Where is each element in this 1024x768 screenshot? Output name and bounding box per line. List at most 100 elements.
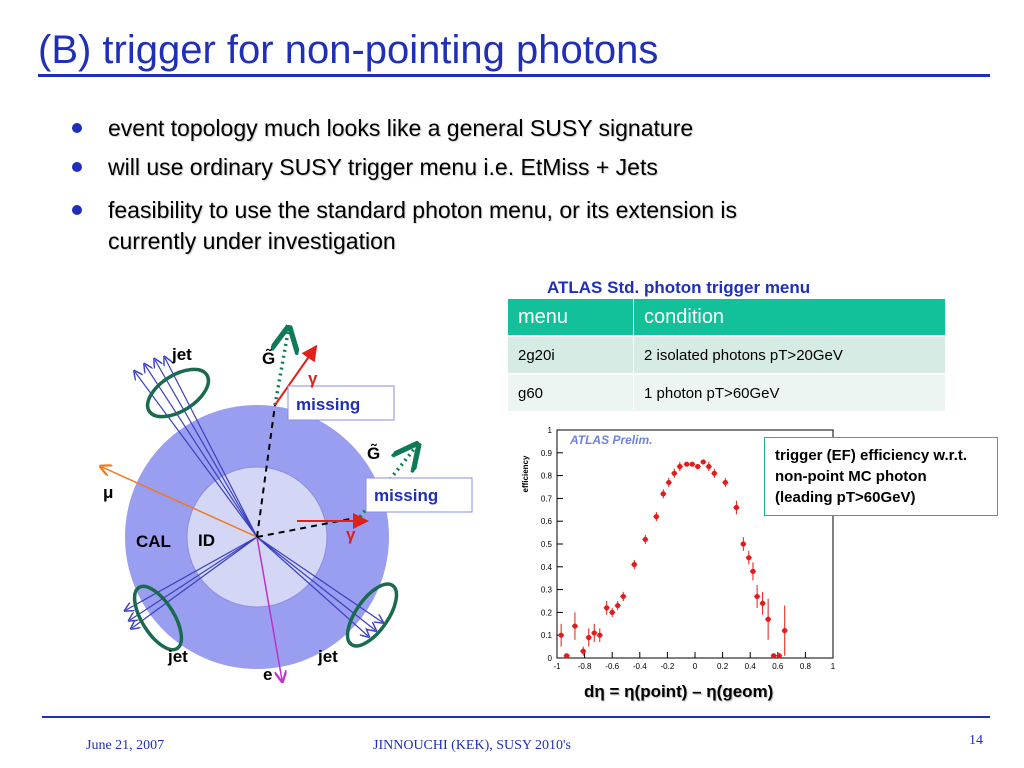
table-cell: 2g20i [508,335,634,374]
efficiency-plot: -1 -0.8 -0.6 -0.4 -0.2 0 0.2 0.4 0.6 0.8 1 0 0.1 0.2 0… [508,422,848,680]
table-row: 2g20i 2 isolated photons pT>20GeV [508,335,946,374]
data-point [746,555,752,561]
y-tick-label: 0.3 [541,586,553,595]
muon-track [102,467,258,538]
data-point [615,602,621,609]
data-point [776,653,782,659]
bullet-item: feasibility to use the standard photon m… [72,195,752,257]
data-point [620,593,626,600]
missing-box-right [365,477,473,513]
data-point [558,632,564,638]
table-header: menu [508,299,634,336]
trigger-menu-caption: ATLAS Std. photon trigger menu [547,278,811,297]
jet-top-left [135,358,258,538]
y-tick-label: 0.9 [541,449,553,458]
electron-label: e [263,665,272,684]
gluino-path-top [256,404,276,538]
bullet-dot-icon [72,205,82,215]
data-point [631,561,637,568]
data-point [760,600,766,606]
jet-cone-ellipse [345,582,399,648]
x-tick-label: -1 [553,662,561,671]
table-cell: 1 photon pT>60GeV [633,373,946,411]
jet-label: jet [171,345,192,364]
title-underline [38,74,990,77]
gamma-label: γ [346,525,356,544]
table-row: g60 1 photon pT>60GeV [508,373,946,411]
x-tick-label: -0.4 [633,662,647,671]
data-point [572,623,578,629]
bullet-text: feasibility to use the standard photon m… [108,197,738,254]
data-point [750,568,756,574]
data-point [653,514,659,520]
data-point [689,461,695,467]
data-point [771,653,777,659]
footer-author: JINNOUCHI (KEK), SUSY 2010's [373,738,572,753]
x-tick-label: -0.2 [661,662,675,671]
data-point [700,459,706,465]
y-tick-label: 0 [548,654,553,663]
x-tick-label: 1 [831,662,836,671]
data-point [586,634,592,641]
data-point [564,653,570,659]
bullet-text: will use ordinary SUSY trigger menu i.e.… [108,154,658,180]
data-point [684,461,690,467]
x-tick-label: 0 [693,662,698,671]
efficiency-note: trigger (EF) efficiency w.r.t. non-point… [764,437,998,516]
y-axis-title: efficiency [521,455,530,492]
data-point [677,463,683,470]
page-number: 14 [969,733,983,748]
y-tick-label: 0.5 [541,540,553,549]
data-point [695,463,701,470]
bullet-text: event topology much looks like a general… [108,115,694,141]
gamma-label: γ [308,369,318,388]
gluino-dotted-top [275,332,288,406]
y-tick-label: 0.6 [541,517,553,526]
data-point [591,630,597,636]
table-cell: g60 [508,373,634,411]
data-point [604,605,610,611]
data-point [660,491,666,497]
gluino-dotted-right [358,448,415,519]
plot-inset-label: ATLAS Prelim. [569,433,652,447]
data-point [754,593,760,600]
bullet-dot-icon [72,162,82,172]
data-point [597,632,603,638]
x-axis-formula: dη = η(point) – η(geom) [584,682,774,701]
data-point [782,628,788,634]
gluino-label: G̃ [367,443,380,463]
photon-track-top [274,344,318,406]
electron-track [256,536,282,680]
gluino-label: G̃ [262,348,275,368]
x-tick-label: -0.8 [578,662,592,671]
data-point [711,470,717,476]
bullet-item: will use ordinary SUSY trigger menu i.e.… [72,152,658,183]
y-tick-label: 0.4 [541,563,553,572]
table-cell: 2 isolated photons pT>20GeV [633,335,946,374]
x-tick-label: 0.4 [745,662,757,671]
data-point [722,479,728,486]
bullet-item: event topology much looks like a general… [72,113,693,144]
footer-date: June 21, 2007 [86,738,165,753]
table-header: condition [633,299,946,336]
footer-rule [42,716,990,718]
jet-cone-ellipse [145,367,211,419]
x-tick-label: -0.6 [605,662,619,671]
data-point [609,609,615,615]
data-point [740,541,746,547]
y-tick-label: 0.8 [541,472,553,481]
x-tick-label: 0.2 [717,662,729,671]
jet-bottom-left [126,536,258,628]
y-tick-label: 0.7 [541,494,553,503]
bullet-dot-icon [72,123,82,133]
id-label: ID [198,531,215,550]
muon-label: μ [103,483,113,502]
data-point [706,463,712,470]
data-point [733,504,739,511]
y-tick-label: 0.1 [541,631,553,640]
data-point [671,470,677,476]
missing-label: missing [296,395,360,414]
x-tick-label: 0.6 [772,662,784,671]
data-point [765,616,771,622]
data-point [666,479,672,486]
